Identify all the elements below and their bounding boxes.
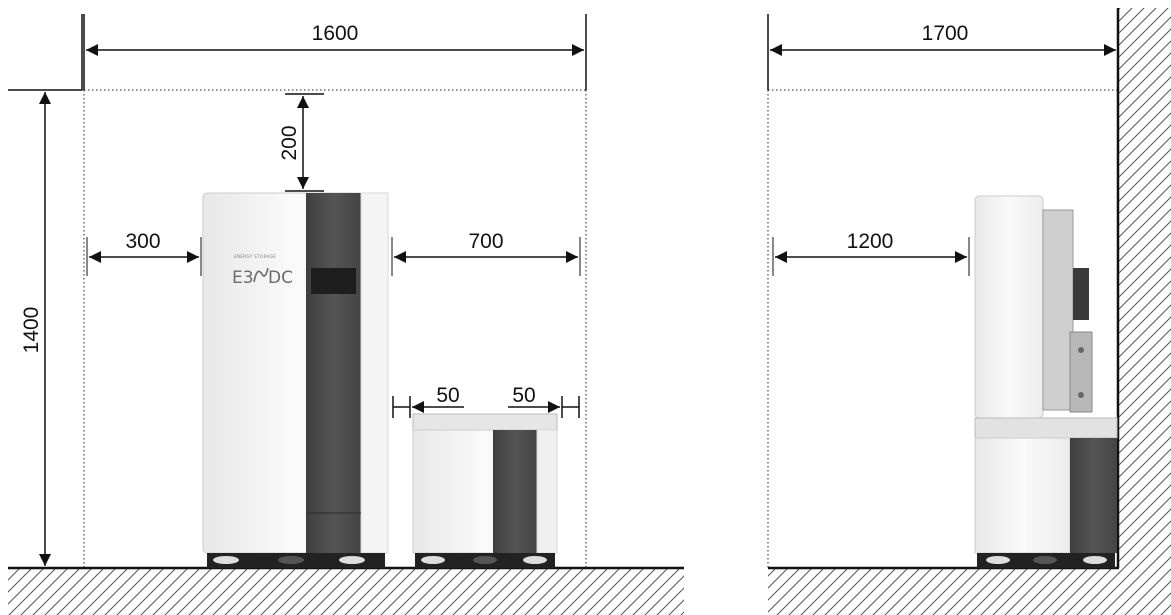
front-floor [8,566,684,615]
right-clearance-label: 700 [468,230,503,253]
dimension-front-width: 1600 [83,14,587,90]
gap-right-label: 50 [512,384,535,407]
battery-module-cabinet [412,413,558,568]
side-width-label: 1700 [922,22,969,45]
svg-text:DC: DC [268,268,293,288]
front-width-label: 1600 [312,22,359,45]
dimension-gap-right: 50 [508,384,580,418]
battery-cabinet-side [974,417,1118,568]
gap-left-label: 50 [436,384,459,407]
main-storage-cabinet: ENERGY STORAGE E3 DC [202,192,389,568]
dimension-side-front-clearance: 1200 [772,230,970,276]
dimension-right-clearance: 700 [391,230,581,276]
side-front-clearance-label: 1200 [847,230,894,253]
svg-text:ENERGY STORAGE: ENERGY STORAGE [234,254,276,259]
front-view: 1600 1400 200 ENERGY STORAGE E3 [8,14,684,615]
side-floor [768,566,1171,615]
dimension-height: 1400 [20,92,51,566]
dimension-side-width: 1700 [767,14,1116,90]
dimension-top-clearance: 200 [278,93,324,192]
front-ceiling-outline [8,14,83,91]
main-cabinet-side [974,195,1093,419]
dimension-left-clearance: 300 [86,230,202,276]
side-view: 1700 1200 [767,8,1171,615]
height-label: 1400 [20,307,43,354]
side-wall [1116,8,1171,568]
svg-text:E3: E3 [232,268,254,288]
display-window [311,268,356,294]
left-clearance-label: 300 [125,230,160,253]
dimension-gap-left: 50 [392,384,464,418]
top-clearance-label: 200 [278,125,301,160]
e3dc-logo: ENERGY STORAGE E3 DC [232,254,293,288]
